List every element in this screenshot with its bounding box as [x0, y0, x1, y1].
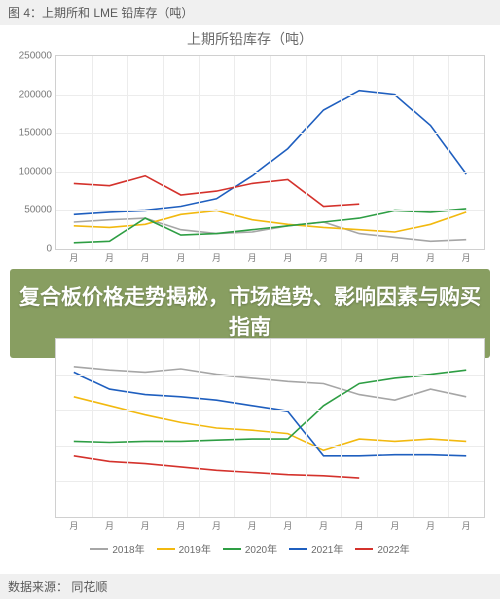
- x-axis-label: 月: [176, 251, 185, 264]
- legend-item: 2018年: [90, 541, 144, 556]
- x-axis-label: 月: [69, 251, 78, 264]
- gridline: [199, 339, 200, 517]
- legend-label: 2018年: [112, 541, 144, 556]
- gridline: [234, 56, 235, 249]
- y-axis-label: 100000: [19, 166, 52, 177]
- gridline: [163, 339, 164, 517]
- gridline: [448, 339, 449, 517]
- legend-swatch: [223, 548, 241, 550]
- x-axis-label: 月: [283, 251, 292, 264]
- data-source: 数据来源： 同花顺: [0, 574, 500, 599]
- gridline: [270, 56, 271, 249]
- chart-area: 上期所铅库存（吨） 050000100000150000200000250000…: [0, 25, 500, 568]
- y-axis-label: 150000: [19, 128, 52, 139]
- top-panel: 050000100000150000200000250000月月月月月月月月月月…: [55, 55, 485, 250]
- gridline: [448, 56, 449, 249]
- x-axis-label: 月: [248, 251, 257, 264]
- gridline: [234, 339, 235, 517]
- legend-label: 2021年: [311, 541, 343, 556]
- gridline: [341, 339, 342, 517]
- x-axis-label: 月: [176, 519, 185, 532]
- gridline: [199, 56, 200, 249]
- gridline: [341, 56, 342, 249]
- x-axis-label: 月: [212, 519, 221, 532]
- gridline: [127, 339, 128, 517]
- gridline: [92, 56, 93, 249]
- legend-item: 2020年: [223, 541, 277, 556]
- x-axis-label: 月: [141, 519, 150, 532]
- x-axis-label: 月: [69, 519, 78, 532]
- gridline: [413, 56, 414, 249]
- x-axis-label: 月: [390, 251, 399, 264]
- legend-swatch: [90, 548, 108, 550]
- bottom-panel: 月月月月月月月月月月月月: [55, 338, 485, 518]
- x-axis-label: 月: [105, 251, 114, 264]
- gridline: [270, 339, 271, 517]
- gridline: [377, 56, 378, 249]
- legend-item: 2022年: [355, 541, 409, 556]
- gridline: [92, 339, 93, 517]
- series-line-2022: [74, 456, 359, 478]
- legend-label: 2022年: [377, 541, 409, 556]
- legend-swatch: [355, 548, 373, 550]
- legend-swatch: [157, 548, 175, 550]
- x-axis-label: 月: [462, 519, 471, 532]
- legend: 2018年 2019年 2020年 2021年 2022年: [0, 541, 500, 556]
- source-label: 数据来源：: [8, 580, 68, 594]
- x-axis-label: 月: [355, 251, 364, 264]
- x-axis-label: 月: [141, 251, 150, 264]
- x-axis-label: 月: [212, 251, 221, 264]
- x-axis-label: 月: [319, 519, 328, 532]
- x-axis-label: 月: [426, 519, 435, 532]
- x-axis-label: 月: [319, 251, 328, 264]
- gridline: [163, 56, 164, 249]
- chart-title: 上期所铅库存（吨）: [0, 29, 500, 49]
- legend-label: 2020年: [245, 541, 277, 556]
- legend-label: 2019年: [179, 541, 211, 556]
- series-line-2022: [74, 176, 359, 207]
- y-axis-label: 250000: [19, 51, 52, 62]
- x-axis-label: 月: [355, 519, 364, 532]
- gridline: [127, 56, 128, 249]
- y-axis-label: 50000: [24, 205, 52, 216]
- legend-item: 2019年: [157, 541, 211, 556]
- y-axis-label: 0: [46, 244, 52, 255]
- x-axis-label: 月: [105, 519, 114, 532]
- legend-item: 2021年: [289, 541, 343, 556]
- source-value: 同花顺: [71, 580, 107, 594]
- gridline: [306, 56, 307, 249]
- x-axis-label: 月: [283, 519, 292, 532]
- figure-caption: 图 4：上期所和 LME 铅库存（吨）: [0, 0, 500, 25]
- gridline: [413, 339, 414, 517]
- x-axis-label: 月: [248, 519, 257, 532]
- gridline: [377, 339, 378, 517]
- legend-swatch: [289, 548, 307, 550]
- x-axis-label: 月: [426, 251, 435, 264]
- x-axis-label: 月: [462, 251, 471, 264]
- x-axis-label: 月: [390, 519, 399, 532]
- y-axis-label: 200000: [19, 89, 52, 100]
- gridline: [306, 339, 307, 517]
